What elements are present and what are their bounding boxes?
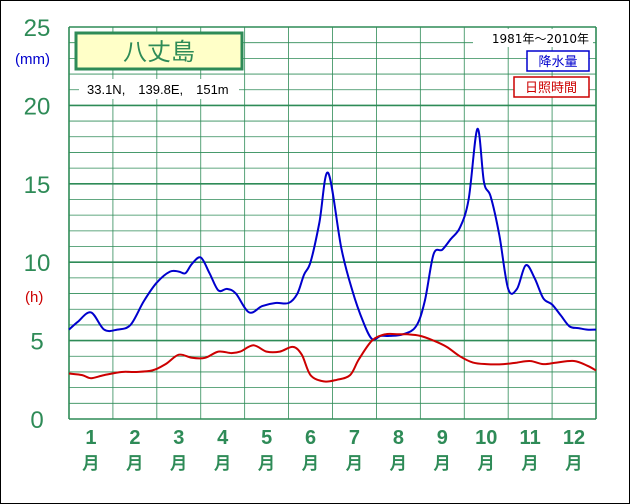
x-tick-unit: 月 bbox=[433, 454, 451, 474]
period-box bbox=[473, 29, 593, 47]
x-tick-label: 8 bbox=[393, 427, 404, 449]
x-tick-label: 7 bbox=[349, 427, 360, 449]
x-tick-unit: 月 bbox=[565, 454, 583, 474]
x-axis-ticks: 1 月 2 月 3 月 4 月 5 月 6 月 7 月 8 月 9 月 10 月 11 月 12 月 bbox=[81, 427, 585, 474]
x-tick-label: 12 bbox=[563, 427, 585, 449]
y-tick-label: 20 bbox=[24, 93, 51, 120]
sunshine-line bbox=[68, 332, 597, 383]
legend-precip-box bbox=[526, 50, 590, 72]
x-tick-unit: 月 bbox=[169, 454, 187, 474]
x-tick-unit: 月 bbox=[389, 454, 407, 474]
x-tick-label: 1 bbox=[85, 427, 96, 449]
x-tick-unit: 月 bbox=[521, 454, 539, 474]
coordinates-box bbox=[79, 79, 239, 99]
period-label: 1981年〜2010年 bbox=[492, 32, 589, 46]
x-tick-label: 6 bbox=[305, 427, 316, 449]
x-tick-unit: 月 bbox=[81, 454, 99, 474]
precip-unit-label: (mm) bbox=[15, 51, 50, 68]
legend-precip-label: 降水量 bbox=[538, 55, 577, 70]
x-tick-label: 4 bbox=[217, 427, 229, 449]
y-tick-label: 5 bbox=[30, 329, 43, 356]
x-tick-label: 10 bbox=[475, 427, 497, 449]
grid bbox=[68, 26, 597, 420]
sunshine-unit-label: (h) bbox=[25, 289, 43, 306]
x-tick-label: 3 bbox=[173, 427, 184, 449]
x-tick-unit: 月 bbox=[477, 454, 495, 474]
x-tick-unit: 月 bbox=[257, 454, 275, 474]
x-tick-label: 2 bbox=[129, 427, 140, 449]
x-tick-label: 11 bbox=[520, 427, 541, 449]
y-axis-ticks: 0 5 10 15 20 25 bbox=[24, 15, 51, 434]
x-tick-label: 9 bbox=[437, 427, 448, 449]
data-series bbox=[68, 127, 597, 383]
station-coordinates: 33.1N, 139.8E, 151m bbox=[87, 82, 229, 97]
x-tick-unit: 月 bbox=[301, 454, 319, 474]
x-tick-unit: 月 bbox=[345, 454, 363, 474]
x-tick-unit: 月 bbox=[125, 454, 143, 474]
x-tick-unit: 月 bbox=[213, 454, 231, 474]
y-tick-label: 15 bbox=[24, 172, 51, 199]
y-tick-label: 25 bbox=[24, 15, 51, 42]
y-tick-label: 10 bbox=[24, 250, 51, 277]
x-tick-label: 5 bbox=[261, 427, 272, 449]
y-tick-label: 0 bbox=[30, 407, 43, 434]
station-title-box bbox=[74, 31, 244, 71]
precip-line bbox=[68, 127, 597, 341]
station-title: 八丈島 bbox=[123, 38, 195, 66]
legend-sunshine-label: 日照時間 bbox=[525, 81, 577, 96]
legend-sunshine-box bbox=[513, 76, 590, 98]
